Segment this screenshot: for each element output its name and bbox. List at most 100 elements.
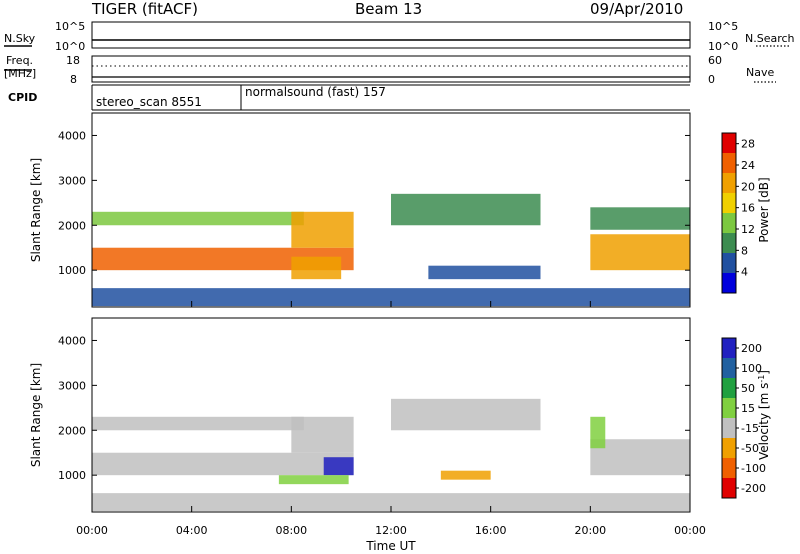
date-title: 09/Apr/2010 [590,0,683,18]
power-colorbar: 4 8 12 16 20 24 28 [721,132,755,294]
nsky-frame [91,21,691,49]
colorbar-swatch [722,193,736,214]
freq-tick-top: 18 [66,54,80,67]
colorbar-tick-label: 24 [741,159,755,172]
echo-region-6 [590,234,690,271]
y-tick-label: 1000 [58,264,86,277]
echo-region-3 [291,211,354,248]
y-tick-label: 2000 [58,424,86,437]
echo-region-1 [92,452,354,476]
echo-region-6 [391,398,541,431]
colorbar-tick-label: 16 [741,202,755,215]
colorbar-swatch [722,458,736,479]
echo-region-9 [440,470,491,480]
colorbar-swatch [722,358,736,379]
nsearch-label: N.Search [745,32,795,45]
freq-frame [91,55,691,83]
time-axis: 00:00 04:00 08:00 12:00 16:00 20:00 00:00 [76,301,706,537]
colorbar-tick-label: 20 [741,180,755,193]
velocity-ylabel: Slant Range [km] [29,363,43,467]
y-tick-label: 3000 [58,174,86,187]
colorbar-swatch [722,253,736,274]
echo-region-2 [92,416,304,431]
velocity-colorbar: 200 100 50 15 -15 -50 -100 -200 [721,337,766,499]
y-tick-label: 4000 [58,129,86,142]
y-tick-label: 2000 [58,219,86,232]
colorbar-swatch [722,338,736,359]
freq-tick-bottom: 8 [70,73,77,86]
colorbar-tick-label: 50 [741,382,755,395]
power-ylabel: Slant Range [km] [29,158,43,262]
nsky-tick-bottom: 10^0 [55,40,85,53]
nave-label: Nave [746,66,774,79]
radar-title: TIGER (fitACF) [91,0,198,18]
echo-region-8 [428,265,541,280]
colorbar-swatch [722,398,736,419]
y-tick-label: 4000 [58,334,86,347]
echo-region-4 [323,457,354,476]
colorbar-tick-label: 100 [741,362,762,375]
cpid-segment-1: stereo_scan 8551 [96,95,202,109]
echo-region-7 [590,207,690,230]
nave-tick-top: 60 [708,54,722,67]
echo-region-4 [291,256,342,280]
freq-trace [92,65,690,78]
power-colorbar-label: Power [dB] [757,177,771,242]
colorbar-tick-label: 200 [741,342,762,355]
velocity-echo-layer [92,398,690,512]
echo-region-8 [590,416,606,449]
freq-label-top: Freq. [6,54,33,67]
cpid-panel: CPID stereo_scan 8551 normalsound (fast)… [8,84,690,111]
colorbar-swatch [722,173,736,194]
colorbar-swatch [722,133,736,154]
colorbar-swatch [722,378,736,399]
time-axis-label: Time UT [365,539,416,553]
echo-region-7 [590,439,690,476]
echo-region-10 [92,493,690,512]
velocity-colorbar-label-end: ] [757,370,771,375]
velocity-panel: Slant Range [km] 1000 2000 3000 4000 200 100… [29,317,772,513]
power-echo-layer [92,193,690,307]
colorbar-tick-label: -15 [741,422,759,435]
colorbar-swatch [722,418,736,439]
colorbar-tick-label: 15 [741,402,755,415]
velocity-colorbar-label-exp: -1 [757,375,766,383]
cpid-segment-2: normalsound (fast) 157 [245,85,386,99]
nsky-label: N.Sky [4,32,36,45]
power-panel: Slant Range [km] 1000 2000 3000 4000 4 8 12 16… [29,112,771,308]
velocity-colorbar-label-main: Velocity [m s [757,383,771,460]
velocity-colorbar-label: Velocity [m s-1] [757,370,772,460]
colorbar-frame [721,132,737,294]
y-tick-label: 1000 [58,469,86,482]
nsky-tick-top: 10^5 [55,20,85,33]
nsky-panel: N.Sky 10^5 10^0 10^5 10^0 N.Search [4,20,795,53]
colorbar-swatch [722,438,736,459]
x-tick-label: 08:00 [275,524,307,537]
echo-region-5 [278,475,349,485]
x-tick-label: 20:00 [574,524,606,537]
cpid-label: CPID [8,91,37,104]
colorbar-tick-label: -100 [741,462,766,475]
colorbar-frame [721,337,737,499]
colorbar-tick-label: 8 [741,244,748,257]
echo-region-3 [291,416,354,453]
x-tick-label: 00:00 [76,524,108,537]
beam-title: Beam 13 [355,0,422,18]
x-tick-label: 16:00 [475,524,507,537]
colorbar-swatch [722,213,736,234]
x-tick-label: 00:00 [674,524,706,537]
echo-region-5 [391,193,541,226]
nsearch-tick-bottom: 10^0 [708,40,738,53]
y-tick-label: 3000 [58,379,86,392]
x-tick-label: 12:00 [375,524,407,537]
colorbar-tick-label: 28 [741,138,755,151]
echo-region-9 [92,288,690,307]
colorbar-swatch [722,478,736,499]
colorbar-swatch [722,273,736,294]
freq-panel: Freq. [MHz] 18 8 60 0 Nave [4,54,776,86]
colorbar-swatch [722,153,736,174]
freq-label-bottom: [MHz] [4,67,36,80]
colorbar-swatch [722,233,736,254]
nsearch-tick-top: 10^5 [708,20,738,33]
